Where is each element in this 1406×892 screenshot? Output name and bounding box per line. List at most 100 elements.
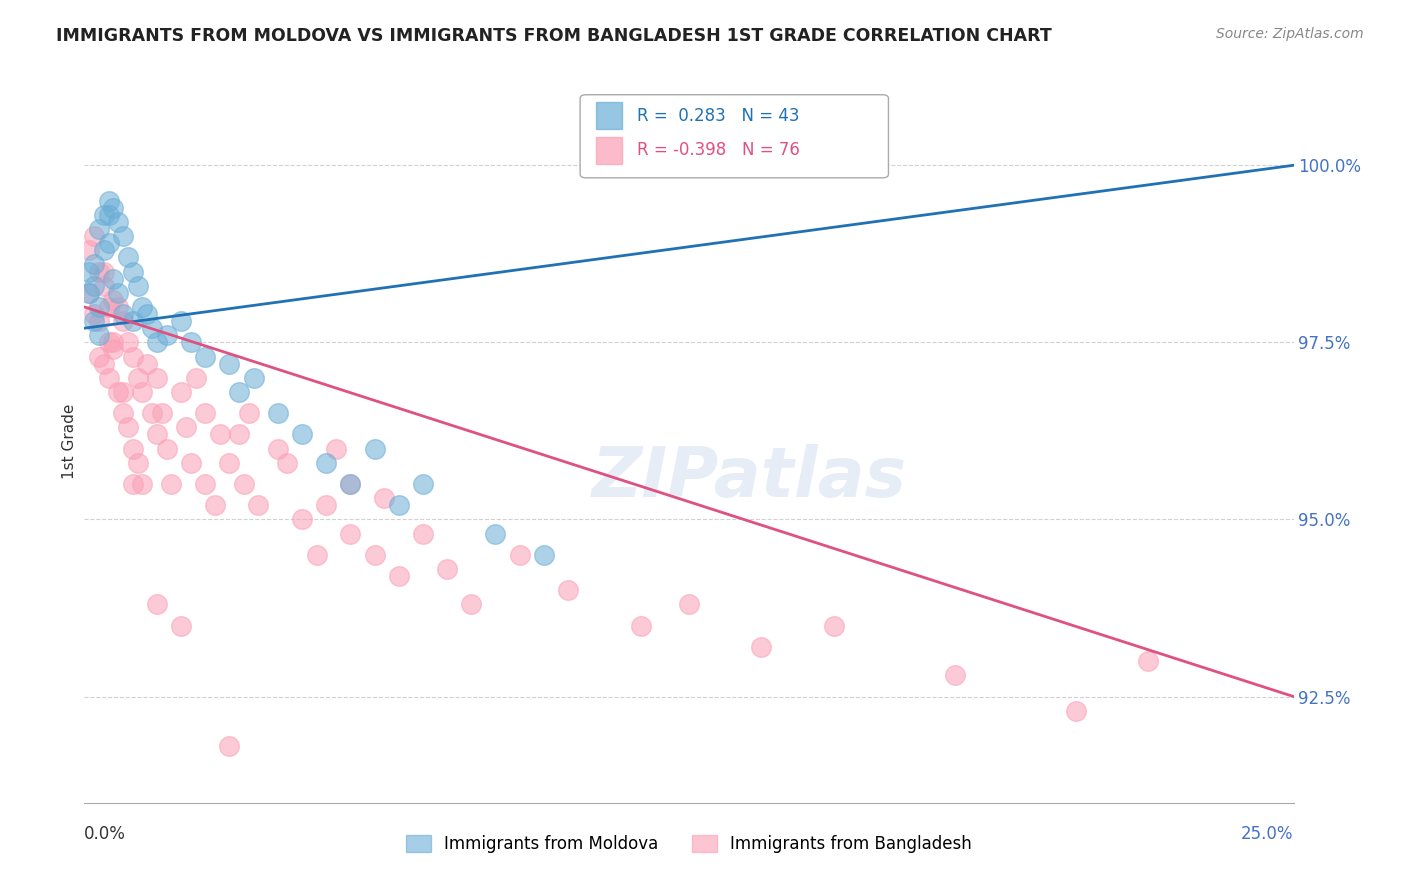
Point bbox=[267, 406, 290, 420]
Point bbox=[218, 739, 240, 753]
Text: Source: ZipAtlas.com: Source: ZipAtlas.com bbox=[1216, 27, 1364, 41]
Point bbox=[103, 271, 125, 285]
Point bbox=[155, 328, 177, 343]
Point bbox=[630, 618, 652, 632]
Point bbox=[131, 384, 153, 399]
Point bbox=[77, 264, 100, 278]
Text: 0.0%: 0.0% bbox=[84, 825, 127, 843]
Point bbox=[174, 420, 197, 434]
Point bbox=[678, 598, 700, 612]
Point bbox=[146, 598, 169, 612]
Point bbox=[77, 285, 100, 300]
Point bbox=[93, 357, 115, 371]
Point bbox=[97, 371, 120, 385]
Point bbox=[103, 335, 125, 350]
Point bbox=[412, 526, 434, 541]
Point bbox=[103, 201, 125, 215]
Text: R = -0.398   N = 76: R = -0.398 N = 76 bbox=[637, 141, 800, 160]
Point bbox=[87, 328, 110, 343]
Point bbox=[136, 357, 159, 371]
Point bbox=[388, 569, 411, 583]
Point bbox=[238, 406, 260, 420]
Point bbox=[93, 264, 115, 278]
Point bbox=[208, 427, 231, 442]
Point bbox=[460, 598, 482, 612]
Point bbox=[823, 618, 845, 632]
Point bbox=[484, 526, 506, 541]
Point bbox=[93, 244, 115, 258]
Point bbox=[107, 285, 129, 300]
Point bbox=[117, 335, 139, 350]
Point bbox=[93, 278, 115, 293]
Point bbox=[315, 456, 337, 470]
Point bbox=[131, 477, 153, 491]
Point bbox=[180, 456, 202, 470]
Bar bbox=[596, 102, 623, 129]
Point bbox=[509, 548, 531, 562]
Point bbox=[141, 321, 163, 335]
Point bbox=[83, 257, 105, 271]
Point bbox=[117, 420, 139, 434]
Point bbox=[103, 293, 125, 307]
Text: IMMIGRANTS FROM MOLDOVA VS IMMIGRANTS FROM BANGLADESH 1ST GRADE CORRELATION CHAR: IMMIGRANTS FROM MOLDOVA VS IMMIGRANTS FR… bbox=[56, 27, 1052, 45]
Point bbox=[204, 498, 226, 512]
Point bbox=[146, 335, 169, 350]
Point bbox=[751, 640, 773, 654]
Point bbox=[112, 314, 135, 328]
Point bbox=[363, 442, 385, 456]
Point bbox=[943, 668, 966, 682]
Point bbox=[107, 215, 129, 229]
Text: 25.0%: 25.0% bbox=[1241, 825, 1294, 843]
Point bbox=[87, 222, 110, 236]
Point bbox=[373, 491, 395, 506]
Point bbox=[276, 456, 298, 470]
Point bbox=[228, 384, 250, 399]
Point bbox=[107, 384, 129, 399]
Point bbox=[233, 477, 256, 491]
Point bbox=[1137, 654, 1160, 668]
Point bbox=[97, 236, 120, 251]
Point bbox=[127, 456, 149, 470]
Point bbox=[97, 300, 120, 314]
Point bbox=[194, 350, 217, 364]
Point bbox=[83, 314, 105, 328]
FancyBboxPatch shape bbox=[581, 95, 889, 178]
Point bbox=[170, 618, 193, 632]
Point bbox=[87, 314, 110, 328]
Point bbox=[83, 278, 105, 293]
Point bbox=[150, 406, 173, 420]
Point bbox=[388, 498, 411, 512]
Point bbox=[160, 477, 183, 491]
Point bbox=[77, 285, 100, 300]
Point bbox=[146, 427, 169, 442]
Point bbox=[112, 406, 135, 420]
Point bbox=[127, 278, 149, 293]
Point bbox=[93, 208, 115, 222]
Point bbox=[103, 343, 125, 357]
Point bbox=[83, 307, 105, 321]
Point bbox=[436, 562, 458, 576]
Point bbox=[121, 264, 143, 278]
Point bbox=[339, 477, 361, 491]
Point bbox=[533, 548, 555, 562]
Point bbox=[325, 442, 347, 456]
Point bbox=[121, 442, 143, 456]
Point bbox=[267, 442, 290, 456]
Point bbox=[107, 300, 129, 314]
Point bbox=[112, 307, 135, 321]
Point bbox=[363, 548, 385, 562]
Point bbox=[87, 350, 110, 364]
Point bbox=[1064, 704, 1087, 718]
Point bbox=[155, 442, 177, 456]
Point bbox=[121, 314, 143, 328]
Text: R =  0.283   N = 43: R = 0.283 N = 43 bbox=[637, 107, 800, 125]
Text: ZIPatlas: ZIPatlas bbox=[592, 444, 907, 511]
Point bbox=[97, 335, 120, 350]
Point bbox=[305, 548, 328, 562]
Point bbox=[131, 300, 153, 314]
Point bbox=[218, 456, 240, 470]
Point bbox=[180, 335, 202, 350]
Point bbox=[315, 498, 337, 512]
Point bbox=[291, 512, 314, 526]
Point bbox=[242, 371, 264, 385]
